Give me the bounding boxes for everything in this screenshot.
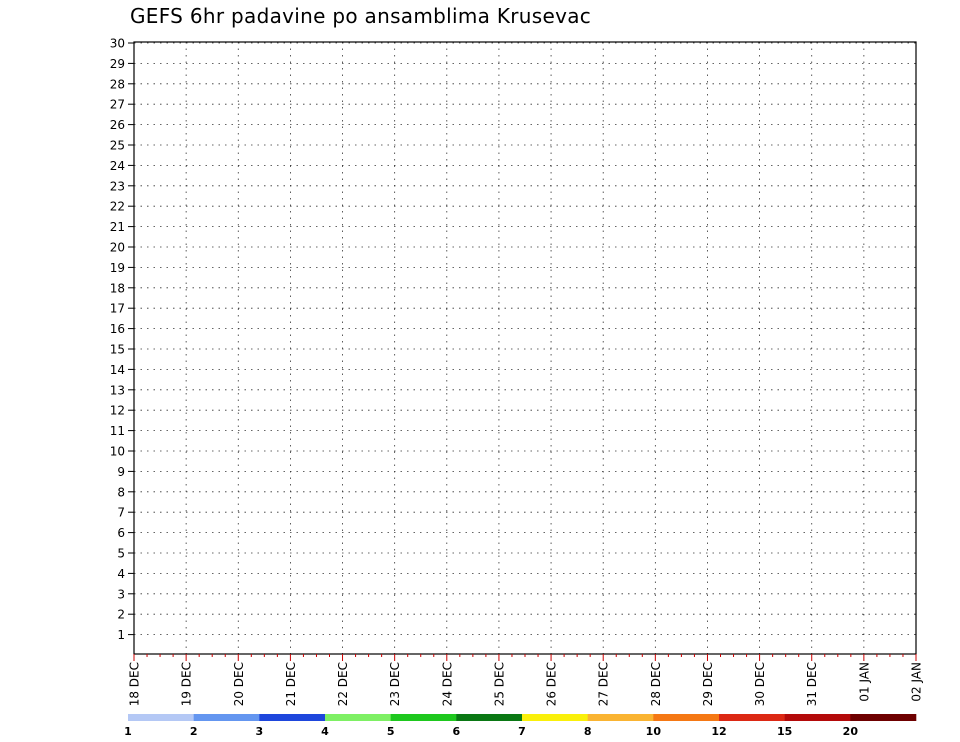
x-tick-label: 01 JAN bbox=[857, 662, 871, 702]
y-tick-label: 11 bbox=[110, 424, 125, 438]
colorbar-tick-label: 7 bbox=[518, 725, 526, 738]
x-tick-label: 27 DEC bbox=[597, 662, 611, 706]
colorbar-tick-label: 20 bbox=[843, 725, 859, 738]
colorbar-tick-label: 5 bbox=[387, 725, 395, 738]
y-tick-label: 3 bbox=[117, 587, 125, 601]
y-tick-label: 29 bbox=[110, 57, 125, 71]
x-tick-label: 25 DEC bbox=[492, 662, 506, 706]
y-tick-label: 24 bbox=[110, 159, 125, 173]
y-tick-label: 4 bbox=[117, 567, 125, 581]
x-tick-label: 20 DEC bbox=[232, 662, 246, 706]
colorbar-tick-label: 4 bbox=[321, 725, 329, 738]
colorbar-tick-label: 6 bbox=[453, 725, 461, 738]
y-tick-label: 5 bbox=[117, 547, 125, 561]
y-tick-label: 19 bbox=[110, 261, 125, 275]
chart-title: GEFS 6hr padavine po ansamblima Krusevac bbox=[130, 4, 592, 28]
colorbar-tick-label: 12 bbox=[711, 725, 726, 738]
x-tick-label: 24 DEC bbox=[440, 662, 454, 706]
colorbar-tick-label: 15 bbox=[777, 725, 792, 738]
y-tick-label: 8 bbox=[117, 485, 125, 499]
colorbar-swatch bbox=[128, 714, 194, 721]
colorbar-tick-label: 3 bbox=[256, 725, 264, 738]
y-tick-label: 25 bbox=[110, 139, 125, 153]
colorbar-swatch bbox=[193, 714, 260, 721]
y-tick-label: 2 bbox=[117, 608, 125, 622]
x-tick-label: 19 DEC bbox=[180, 662, 194, 706]
colorbar-tick-label: 1 bbox=[124, 725, 132, 738]
plot-frame bbox=[133, 41, 917, 655]
y-tick-label: 14 bbox=[110, 363, 125, 377]
y-tick-label: 7 bbox=[117, 506, 125, 520]
x-tick-label: 21 DEC bbox=[284, 662, 298, 706]
x-tick-label: 28 DEC bbox=[649, 662, 663, 706]
x-tick-label: 18 DEC bbox=[128, 662, 142, 706]
colorbar-swatch bbox=[456, 714, 523, 721]
x-tick-label: 22 DEC bbox=[336, 662, 350, 706]
y-tick-label: 27 bbox=[110, 98, 125, 112]
x-tick-label: 26 DEC bbox=[545, 662, 559, 706]
colorbar-swatch bbox=[325, 714, 391, 721]
grid-lines bbox=[134, 42, 916, 654]
y-tick-label: 13 bbox=[110, 383, 125, 397]
y-tick-label: 20 bbox=[110, 241, 125, 255]
y-tick-label: 10 bbox=[110, 445, 125, 459]
y-tick-label: 26 bbox=[110, 118, 125, 132]
y-tick-label: 6 bbox=[117, 526, 125, 540]
colorbar-swatch bbox=[522, 714, 588, 721]
colorbar-swatch bbox=[653, 714, 720, 721]
x-tick-label: 23 DEC bbox=[388, 662, 402, 706]
colorbar-tick-label: 8 bbox=[584, 725, 592, 738]
colorbar-swatch bbox=[719, 714, 785, 721]
x-tick-label: 02 JAN bbox=[910, 662, 924, 702]
y-tick-label: 15 bbox=[110, 343, 125, 357]
x-axis-ticks: 18 DEC 19 DEC 20 DEC 21 DEC 22 DEC 23 DEC 24 D… bbox=[128, 654, 924, 706]
y-tick-label: 17 bbox=[110, 302, 125, 316]
y-tick-label: 1 bbox=[117, 628, 125, 642]
colorbar-legend: 1 2 3 4 5 6 7 8 10 12 15 20 bbox=[124, 714, 917, 738]
y-tick-label: 16 bbox=[110, 322, 125, 336]
y-axis-ticks: 1234567891011121314151617181920212223242… bbox=[110, 37, 134, 642]
x-tick-label: 31 DEC bbox=[805, 662, 819, 706]
x-tick-label: 29 DEC bbox=[701, 662, 715, 706]
colorbar-swatch bbox=[784, 714, 851, 721]
colorbar-swatch bbox=[587, 714, 654, 721]
y-tick-label: 23 bbox=[110, 179, 125, 193]
y-tick-label: 28 bbox=[110, 77, 125, 91]
colorbar-tick-label: 2 bbox=[190, 725, 198, 738]
colorbar-swatch bbox=[850, 714, 917, 721]
colorbar-swatch bbox=[390, 714, 457, 721]
x-tick-label: 30 DEC bbox=[753, 662, 767, 706]
y-tick-label: 12 bbox=[110, 404, 125, 418]
y-tick-label: 30 bbox=[110, 37, 125, 51]
y-tick-label: 21 bbox=[110, 220, 125, 234]
y-tick-label: 22 bbox=[110, 200, 125, 214]
colorbar-swatch bbox=[259, 714, 326, 721]
y-tick-label: 18 bbox=[110, 281, 125, 295]
colorbar-tick-label: 10 bbox=[646, 725, 662, 738]
y-tick-label: 9 bbox=[117, 465, 125, 479]
